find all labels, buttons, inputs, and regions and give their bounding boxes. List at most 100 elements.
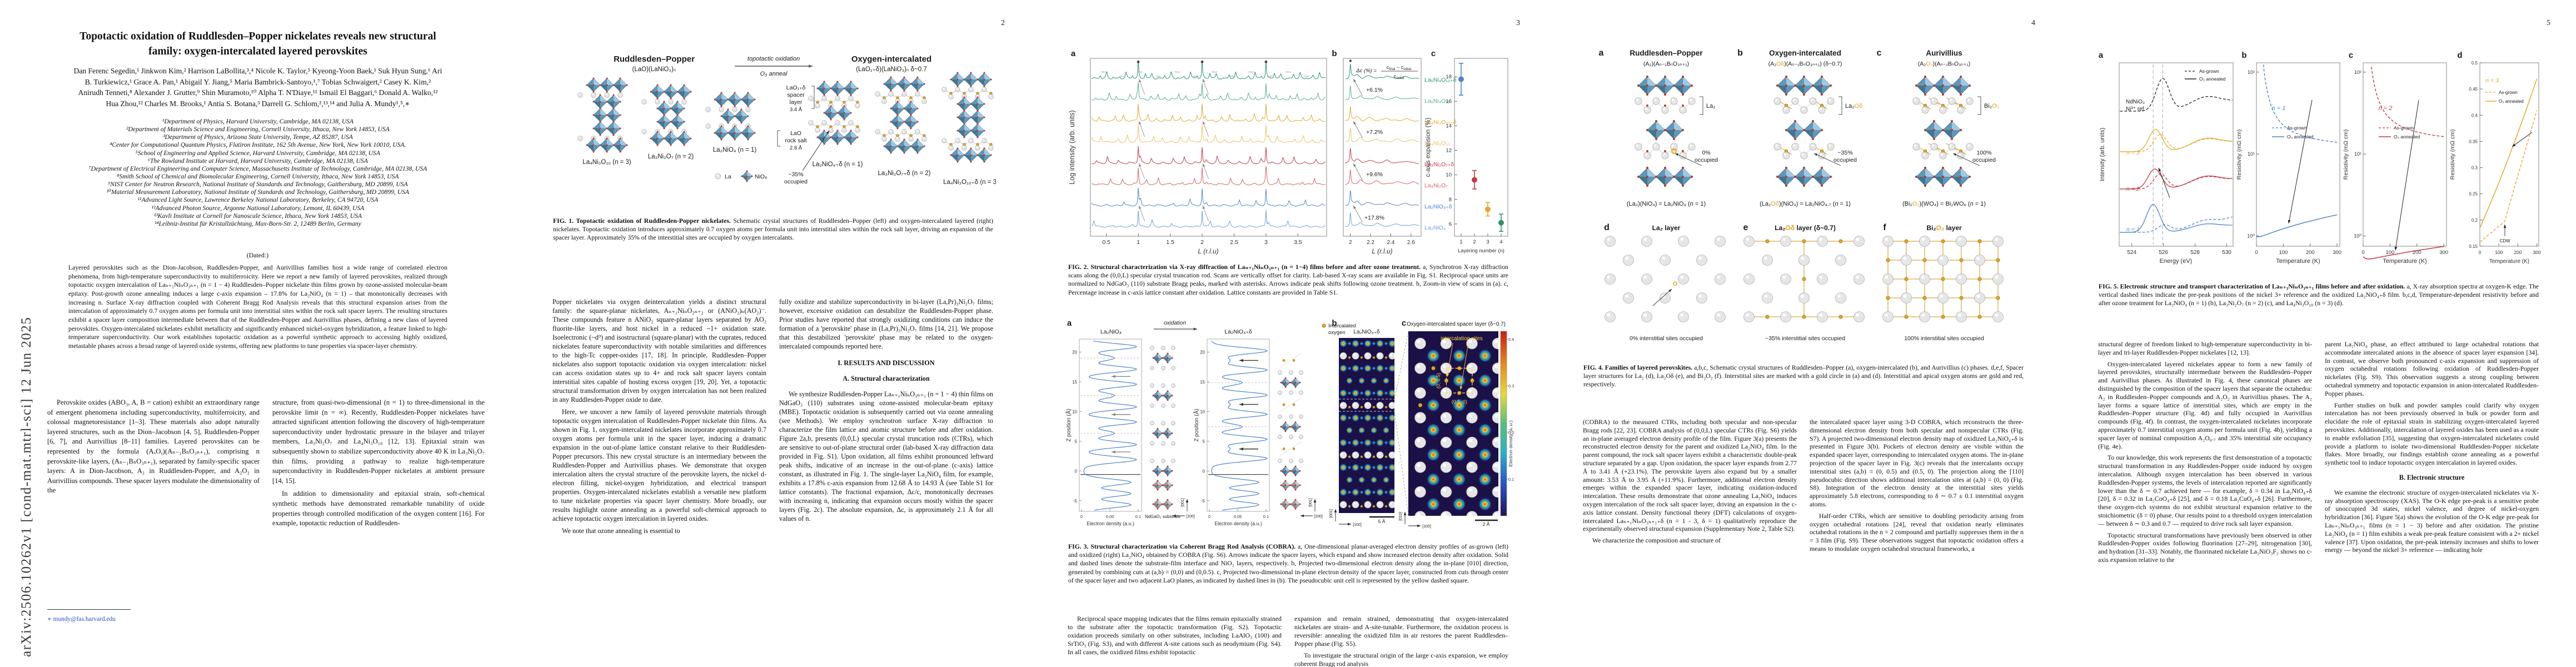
svg-text:200: 200 xyxy=(2306,250,2315,256)
svg-text:L (r.l.u): L (r.l.u) xyxy=(1198,247,1218,255)
svg-text:(La₂)(NiO₄) = La₂NiO₄ (n = 1): (La₂)(NiO₄) = La₂NiO₄ (n = 1) xyxy=(1627,201,1706,207)
svg-text:oxidation: oxidation xyxy=(1164,320,1186,326)
svg-text:[100]: [100] xyxy=(1422,525,1431,529)
svg-text:Oxygen-intercalated: Oxygen-intercalated xyxy=(851,54,931,64)
subsection-heading: A. Structural characterization xyxy=(843,375,930,382)
svg-text:0.4: 0.4 xyxy=(1508,337,1514,342)
svg-text:Z position (Å): Z position (Å) xyxy=(1065,409,1072,441)
svg-text:0: 0 xyxy=(2479,250,2482,255)
body-column-left: Perovskite oxides (ABO₃, A, B = cation) … xyxy=(47,398,260,604)
affiliation-list: ¹Department of Physics, Harvard Universi… xyxy=(60,118,456,228)
svg-text:La₂NiO₄₊δ: La₂NiO₄₊δ xyxy=(1224,328,1252,335)
svg-text:3.5: 3.5 xyxy=(1294,239,1302,246)
svg-text:100%: 100% xyxy=(1977,150,1992,156)
svg-text:0: 0 xyxy=(1208,514,1210,519)
svg-text:15: 15 xyxy=(1072,380,1077,385)
svg-text:200: 200 xyxy=(2514,250,2522,255)
svg-text:~35%: ~35% xyxy=(788,171,803,178)
svg-text:As-grown: As-grown xyxy=(2287,125,2307,131)
affiliation: ⁷Department of Electrical Engineering an… xyxy=(88,165,427,172)
svg-text:0016: 0016 xyxy=(1230,75,1236,78)
svg-text:Log intensity (arb. units): Log intensity (arb. units) xyxy=(1068,110,1076,184)
svg-text:La₄Ni₃O₁₀₊δ: La₄Ni₃O₁₀₊δ xyxy=(1424,119,1457,126)
svg-text:0012: 0012 xyxy=(1193,75,1199,78)
svg-text:0020: 0020 xyxy=(1267,75,1273,78)
caption-bold: FIG. 4. Families of layered perovskites. xyxy=(1583,364,1693,371)
figure-4-caption: FIG. 4. Families of layered perovskites.… xyxy=(1583,364,2024,389)
paragraph: We note that ozone annealing is essentia… xyxy=(562,527,680,535)
body-column-right: structure, from quasi-two-dimensional (n… xyxy=(272,398,485,631)
svg-text:0018: 0018 xyxy=(1248,71,1254,73)
svg-text:Resistivity (mΩ cm): Resistivity (mΩ cm) xyxy=(2343,130,2349,180)
affiliation: ¹¹Advanced Light Source, Lawrence Berkel… xyxy=(137,196,378,204)
svg-text:002: 002 xyxy=(1101,71,1105,73)
footnote-rule xyxy=(47,609,131,610)
svg-text:6: 6 xyxy=(1449,221,1452,227)
svg-text:006: 006 xyxy=(1138,71,1143,73)
figure-1-caption: FIG. 1. Topotactic oxidation of Ruddlesd… xyxy=(553,217,993,242)
svg-text:10¹: 10¹ xyxy=(2354,151,2361,157)
svg-text:Aurivillius: Aurivillius xyxy=(1926,49,1962,57)
svg-text:100% interstitial sites occupi: 100% interstitial sites occupied xyxy=(1904,335,1984,342)
svg-text:0.3: 0.3 xyxy=(1508,384,1514,389)
figure-1-crystal-structure-schematic: Ruddlesden–Popper (LaO)(LaNiO₃)ₙ Oxygen-in… xyxy=(577,54,996,186)
svg-text:e: e xyxy=(1743,223,1748,232)
svg-text:b: b xyxy=(2241,51,2246,60)
svg-text:0% interstitial sites occupied: 0% interstitial sites occupied xyxy=(1630,335,1703,342)
svg-text:La₃Ni₂O₇ (n = 2): La₃Ni₂O₇ (n = 2) xyxy=(648,153,694,160)
svg-text:La₂NiO₄₊δ: La₂NiO₄₊δ xyxy=(1424,203,1452,210)
svg-text:0.1: 0.1 xyxy=(1135,514,1141,519)
figure-4-layered-perovskite-families: a Ruddlesden–Popper (A₂)(Aₙ₋₁BₙO₃ₙ₊₁) La₂ 0%… xyxy=(1599,48,2004,342)
svg-text:+17.8%: +17.8% xyxy=(1364,215,1384,221)
svg-text:oxygen: oxygen xyxy=(1328,330,1346,336)
svg-text:10: 10 xyxy=(1200,409,1205,414)
figure-2-xrd-characterization: a Log intensity (arb. units) 0.5 1 1.5 2 2.5 3 3… xyxy=(1068,49,1508,255)
svg-text:La₂NiO₄: La₂NiO₄ xyxy=(1424,225,1446,231)
svg-text:1: 1 xyxy=(1137,239,1140,246)
svg-text:La₂NiO₄: La₂NiO₄ xyxy=(1100,328,1122,335)
figure-3-caption: FIG. 3. Structural characterization via … xyxy=(1068,542,1508,585)
svg-text:2: 2 xyxy=(1473,239,1476,245)
caption-text: a, One-dimensional planar-averaged elect… xyxy=(1068,543,1508,584)
svg-text:La₂: La₂ xyxy=(1706,103,1716,109)
paragraph: Oxygen-intercalated layered nickelates a… xyxy=(2098,360,2312,450)
svg-text:0.1: 0.1 xyxy=(1508,477,1514,482)
svg-text:[100]: [100] xyxy=(1314,515,1323,519)
svg-text:0.15: 0.15 xyxy=(2469,244,2478,249)
svg-text:0.2: 0.2 xyxy=(2472,218,2478,223)
svg-text:(A₂O₂)(Aₙ₋₁BₙO₃ₙ₊₁): (A₂O₂)(Aₙ₋₁BₙO₃ₙ₊₁) xyxy=(1918,61,1971,67)
subsection-heading: B. Electronic structure xyxy=(2399,473,2465,481)
svg-text:3.4 Å: 3.4 Å xyxy=(790,107,803,113)
svg-text:Temperature (K): Temperature (K) xyxy=(2489,258,2529,265)
svg-text:18: 18 xyxy=(1446,74,1452,80)
svg-text:NdNiO₃: NdNiO₃ xyxy=(2126,99,2145,105)
svg-text:004: 004 xyxy=(1119,75,1124,78)
paragraph: (COBRA) to the measured CTRs, including … xyxy=(1583,418,1797,533)
affiliation: ⁵School of Engineering and Applied Scien… xyxy=(135,149,381,157)
body-column-right: expansion and remain strained, demonstra… xyxy=(1294,615,1508,667)
svg-text:Resistivity (mΩ cm): Resistivity (mΩ cm) xyxy=(2449,130,2456,180)
footnote-email[interactable]: ∗ mundy@fas.harvard.edu xyxy=(47,616,116,623)
svg-text:10²: 10² xyxy=(2248,69,2255,75)
paragraph: We examine the electronic structure of o… xyxy=(2325,488,2539,554)
affiliation: ¹²Advanced Photon Source, Argonne Nation… xyxy=(151,204,365,212)
svg-text:*: * xyxy=(1349,58,1352,66)
svg-text:La₂NiO₄ (n = 1): La₂NiO₄ (n = 1) xyxy=(713,147,757,153)
svg-text:rock salt: rock salt xyxy=(785,137,806,144)
svg-text:2 Å: 2 Å xyxy=(1483,521,1490,527)
svg-text:As-grown: As-grown xyxy=(2499,90,2518,95)
svg-text:0.3: 0.3 xyxy=(2472,166,2478,171)
page-number: 5 xyxy=(2547,19,2550,27)
svg-text:La₃Ni₂O₇: La₃Ni₂O₇ xyxy=(1424,182,1448,189)
paragraph: To investigate the structural origin of … xyxy=(1294,651,1508,667)
svg-text:4: 4 xyxy=(1499,239,1502,245)
svg-text:0.35: 0.35 xyxy=(2469,139,2478,144)
svg-text:O₃ annealed: O₃ annealed xyxy=(2394,134,2420,140)
affiliation: ¹⁴Leibniz-Institut für Kristallzüchtung,… xyxy=(155,220,361,227)
paragraph: structural degree of freedom linked to h… xyxy=(2098,340,2312,356)
svg-text:O₃ annealed: O₃ annealed xyxy=(2287,134,2314,140)
svg-text:0.5: 0.5 xyxy=(2472,61,2478,66)
figure-2-caption: FIG. 2. Structural characterization via … xyxy=(1068,263,1508,297)
svg-text:Bi₂O₂ layer: Bi₂O₂ layer xyxy=(1926,224,1962,232)
svg-text:b: b xyxy=(1737,48,1743,58)
